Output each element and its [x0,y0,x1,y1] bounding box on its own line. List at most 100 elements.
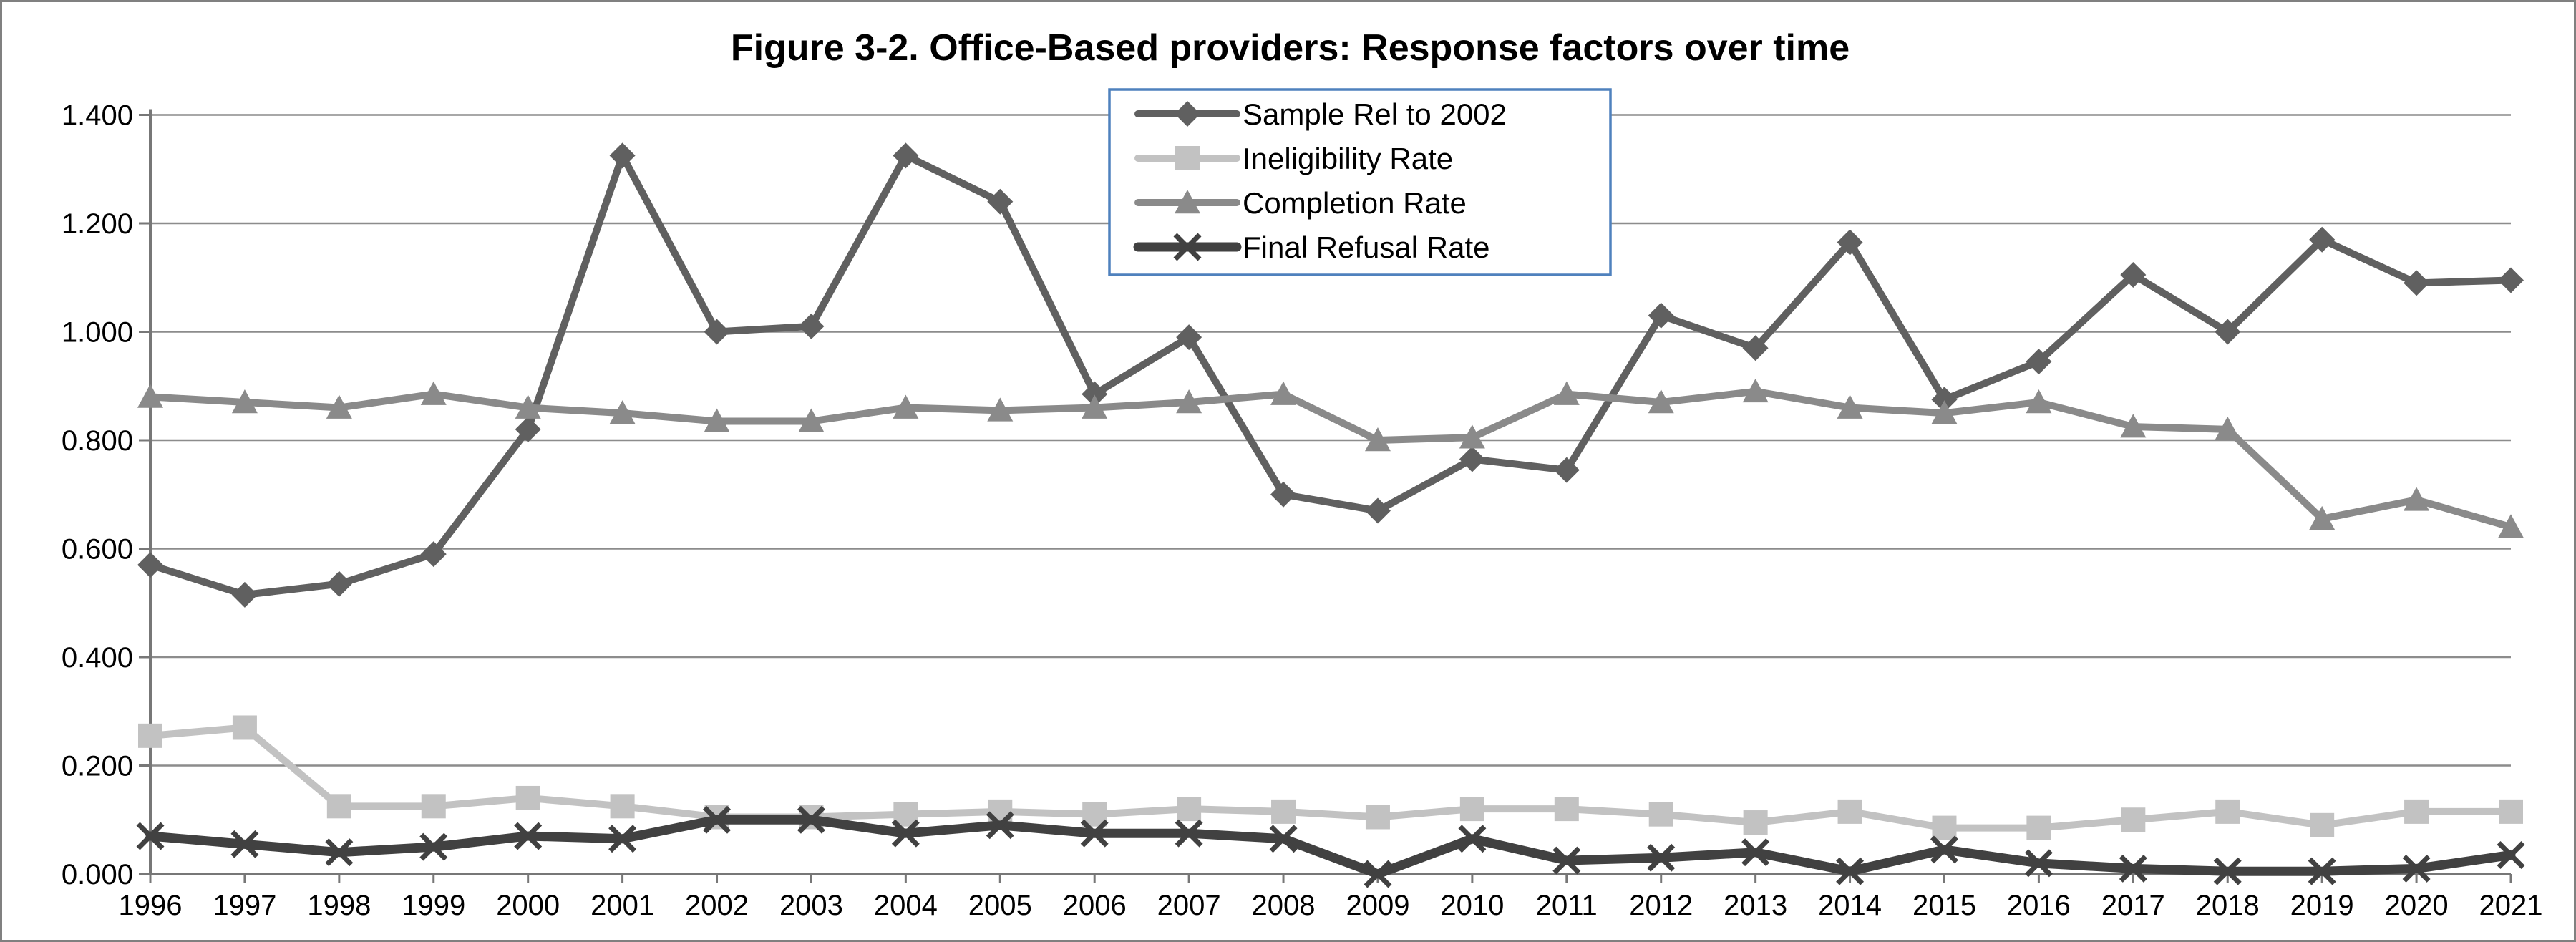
marker-triangle-completion-rate-2013 [1742,378,1769,403]
marker-diamond-sample-rel-to-2002-2004 [893,142,919,169]
marker-diamond-sample-rel-to-2002-2002 [704,319,730,345]
marker-triangle-completion-rate-2004 [893,394,919,419]
marker-triangle-completion-rate-1997 [231,389,258,414]
marker-square-ineligibility-rate-2001 [610,794,635,819]
marker-x-final-refusal-rate-2004 [891,819,920,848]
x-axis-label-2002: 2002 [685,890,749,921]
marker-diamond-sample-rel-to-2002-2016 [2026,349,2052,375]
series-line-completion-rate [147,387,2514,531]
marker-x-final-refusal-rate-2019 [2308,857,2336,885]
marker-x-final-refusal-rate-2015 [1930,835,1958,864]
marker-x-final-refusal-rate-2018 [2213,857,2242,885]
x-axis-label-1996: 1996 [119,890,183,921]
marker-x-final-refusal-rate-2000 [514,822,543,850]
marker-triangle-completion-rate-2011 [1553,381,1580,405]
y-axis-label-0.000: 0.000 [62,859,133,890]
marker-triangle-completion-rate-2015 [1931,400,1958,424]
x-axis-label-2007: 2007 [1157,890,1221,921]
marker-x-final-refusal-rate-1997 [230,830,259,858]
marker-x-final-refusal-rate-2008 [1269,825,1298,853]
marker-triangle-completion-rate-2016 [2026,389,2052,414]
marker-x-final-refusal-rate-1999 [419,832,448,861]
marker-x-final-refusal-rate-2006 [1080,819,1109,848]
marker-square-ineligibility-rate-2018 [2215,799,2240,824]
legend-label-sample-rel-to-2002: Sample Rel to 2002 [1243,97,1507,131]
series-line-ineligibility-rate [147,724,2514,832]
marker-triangle-completion-rate-2012 [1648,389,1674,414]
marker-x-final-refusal-rate-2010 [1458,825,1487,853]
marker-square-ineligibility-rate-2016 [2026,815,2051,840]
marker-square-ineligibility-rate-2019 [2310,812,2335,837]
marker-x-final-refusal-rate-2017 [2119,854,2147,883]
marker-diamond-sample-rel-to-2002-2008 [1270,481,1297,508]
x-axis-label-2013: 2013 [1724,890,1787,921]
marker-x-final-refusal-rate-1996 [136,822,165,850]
marker-triangle-completion-rate-2005 [987,397,1014,422]
marker-diamond-sample-rel-to-2002-2010 [1459,446,1485,472]
x-axis-label-2020: 2020 [2385,890,2449,921]
x-axis-label-1997: 1997 [213,890,276,921]
marker-diamond-sample-rel-to-2002-2009 [1364,497,1391,524]
marker-triangle-completion-rate-2006 [1082,394,1108,419]
marker-diamond-sample-rel-to-2002-2006 [1082,381,1108,407]
marker-square-ineligibility-rate-2000 [515,785,540,810]
marker-x-final-refusal-rate-2016 [2024,849,2053,878]
marker-x-final-refusal-rate-1998 [325,838,354,867]
y-axis-label-0.200: 0.200 [62,751,133,782]
marker-square-ineligibility-rate-1996 [138,723,162,748]
x-axis-label-2005: 2005 [968,890,1032,921]
marker-triangle-completion-rate-2001 [609,400,636,424]
marker-triangle-completion-rate-2000 [515,394,541,419]
marker-diamond-sample-rel-to-2002-1996 [137,552,163,578]
marker-square-ineligibility-rate-1997 [232,715,257,740]
legend-marker-square-ineligibility-rate [1175,146,1200,170]
x-axis-label-2019: 2019 [2290,890,2354,921]
marker-diamond-sample-rel-to-2002-2019 [2309,226,2336,253]
marker-diamond-sample-rel-to-2002-2015 [1931,387,1958,413]
marker-x-final-refusal-rate-2005 [986,811,1014,840]
marker-square-ineligibility-rate-2011 [1554,797,1579,822]
marker-diamond-sample-rel-to-2002-2003 [798,313,825,339]
marker-x-final-refusal-rate-2012 [1647,843,1676,872]
legend-marker-triangle-completion-rate [1175,190,1200,214]
marker-square-ineligibility-rate-2020 [2404,799,2429,824]
marker-triangle-completion-rate-1999 [420,381,447,405]
x-axis-label-1999: 1999 [402,890,465,921]
x-axis-label-2003: 2003 [779,890,843,921]
marker-square-ineligibility-rate-2013 [1743,810,1768,835]
y-axis-label-0.600: 0.600 [62,534,133,565]
marker-square-ineligibility-rate-1998 [326,794,351,819]
marker-triangle-completion-rate-2017 [2120,414,2147,438]
legend-marker-x-final-refusal-rate [1173,233,1202,261]
marker-square-ineligibility-rate-2021 [2499,799,2523,824]
marker-triangle-completion-rate-2007 [1176,389,1202,414]
marker-diamond-sample-rel-to-2002-2021 [2498,267,2524,293]
series-line-sample-rel-to-2002 [147,152,2514,598]
x-axis-label-2018: 2018 [2196,890,2260,921]
marker-square-ineligibility-rate-2014 [1837,799,1862,824]
marker-triangle-completion-rate-2010 [1459,424,1485,449]
marker-diamond-sample-rel-to-2002-2000 [515,416,541,442]
marker-diamond-sample-rel-to-2002-1997 [231,581,258,608]
marker-triangle-completion-rate-2020 [2404,487,2430,511]
marker-diamond-sample-rel-to-2002-2018 [2215,319,2241,345]
marker-diamond-sample-rel-to-2002-2001 [609,142,636,169]
marker-x-final-refusal-rate-2011 [1552,846,1581,875]
marker-square-ineligibility-rate-2017 [2121,807,2146,832]
marker-x-final-refusal-rate-2020 [2402,854,2431,883]
marker-square-ineligibility-rate-2009 [1365,805,1390,830]
legend-label-final-refusal-rate: Final Refusal Rate [1243,230,1490,264]
marker-square-ineligibility-rate-2012 [1648,802,1673,827]
x-axis-label-1998: 1998 [307,890,371,921]
x-axis-label-2014: 2014 [1818,890,1882,921]
marker-x-final-refusal-rate-2014 [1836,857,1865,885]
marker-triangle-completion-rate-2014 [1837,394,1863,419]
legend-label-completion-rate: Completion Rate [1243,186,1467,220]
x-axis-label-2000: 2000 [496,890,560,921]
marker-triangle-completion-rate-2003 [798,408,825,432]
x-axis-label-2004: 2004 [874,890,938,921]
x-axis-label-2001: 2001 [590,890,654,921]
marker-diamond-sample-rel-to-2002-2013 [1742,335,1769,361]
marker-diamond-sample-rel-to-2002-2007 [1176,324,1202,351]
